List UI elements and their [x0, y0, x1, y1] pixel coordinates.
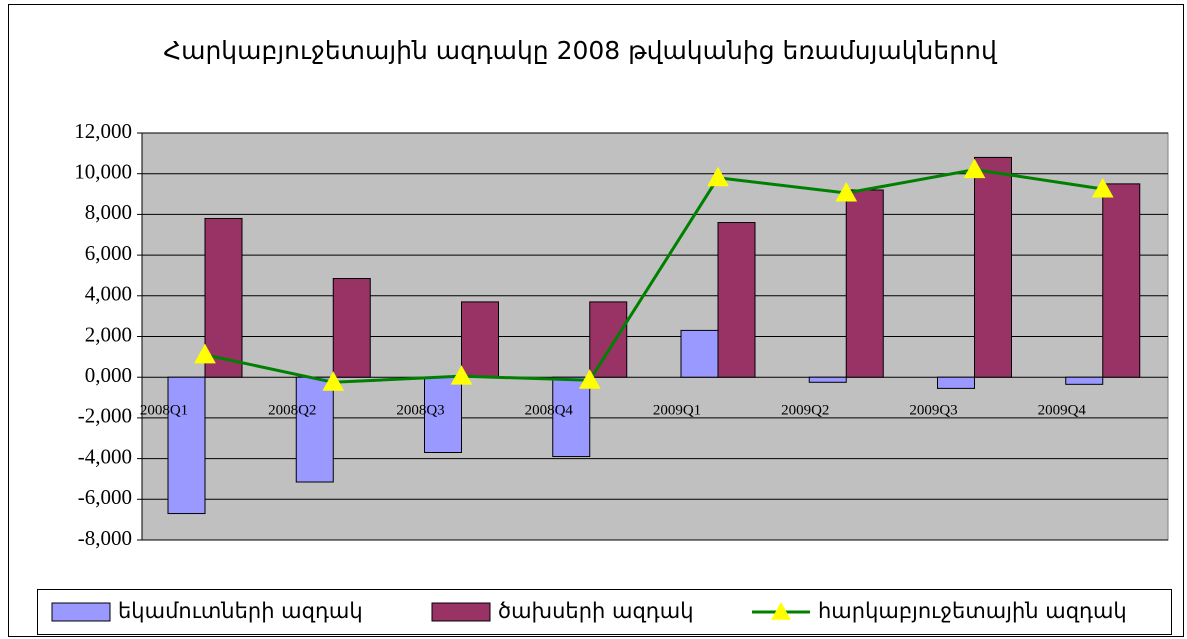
bar [974, 156, 1012, 378]
x-tick-label: 2008Q1 [140, 403, 188, 419]
y-tick-label: 12,000 [74, 119, 132, 143]
bar [845, 189, 884, 378]
bar [937, 376, 975, 389]
bar [295, 376, 334, 483]
y-tick-label: -8,000 [78, 526, 132, 550]
bar [461, 301, 499, 378]
x-tick-label: 2009Q4 [1038, 403, 1087, 419]
bar [167, 376, 206, 515]
x-tick-label: 2009Q3 [909, 403, 957, 419]
marker [450, 365, 473, 385]
marker [194, 343, 216, 364]
legend-label: եկամուտների ազդակ [118, 599, 363, 623]
marker [835, 182, 858, 202]
y-tick-label: 10,000 [74, 160, 132, 184]
bar [717, 222, 756, 378]
y-tick-label: 8,000 [85, 200, 132, 224]
y-tick-label: -6,000 [78, 485, 132, 509]
x-tick-label: 2008Q3 [396, 403, 444, 419]
bar [680, 329, 719, 378]
y-tick-label: -2,000 [78, 404, 132, 428]
x-tick-label: 2009Q2 [781, 403, 829, 419]
legend-swatch [51, 602, 111, 622]
bar [1065, 376, 1104, 385]
bar [589, 301, 628, 378]
marker [578, 369, 601, 389]
legend-marker [771, 601, 791, 620]
legend-box [37, 589, 1172, 635]
bar [552, 376, 591, 458]
x-tick-label: 2009Q1 [653, 403, 701, 419]
chart-title: Հարկաբյուջետային ազդակը 2008 թվականից եռ… [163, 36, 998, 65]
x-tick-label: 2008Q2 [268, 403, 316, 419]
y-tick-label: 4,000 [85, 282, 132, 306]
bar [204, 217, 243, 378]
y-tick-label: 0,000 [85, 363, 132, 387]
legend-label: ծախսերի ազդակ [498, 599, 694, 623]
bar [332, 278, 371, 378]
marker [707, 166, 729, 187]
legend-swatch [431, 602, 491, 622]
bar [424, 376, 462, 453]
y-tick-label: 2,000 [85, 322, 132, 346]
y-tick-label: 6,000 [85, 241, 132, 265]
line [204, 168, 1103, 384]
x-tick-label: 2008Q4 [525, 403, 574, 419]
y-tick-label: -4,000 [78, 444, 132, 468]
marker [322, 371, 345, 391]
bar [808, 376, 847, 383]
legend-label: հարկաբյուջետային ազդակ [818, 599, 1127, 623]
bar [1102, 183, 1141, 378]
marker [963, 158, 986, 179]
marker [1091, 177, 1114, 198]
